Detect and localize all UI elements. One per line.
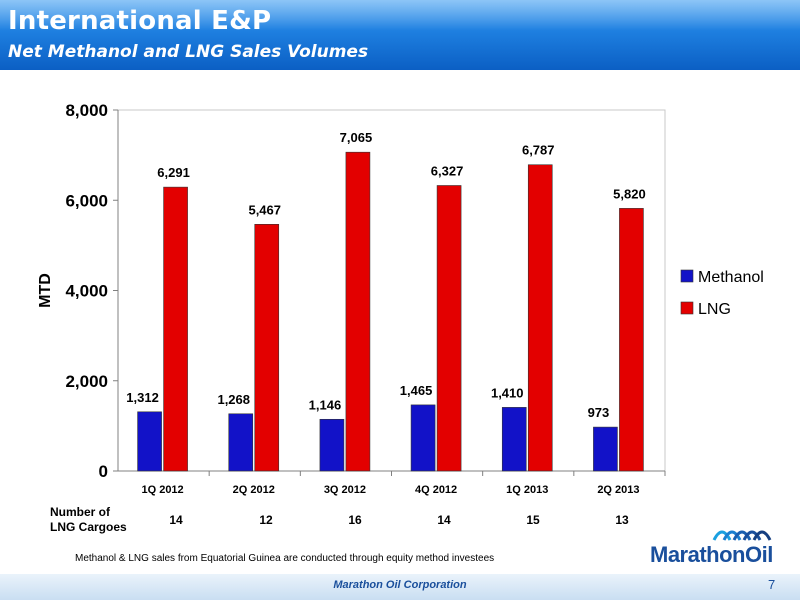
data-label: 1,146: [309, 397, 342, 412]
cargo-count: 16: [348, 513, 362, 527]
data-label: 5,820: [613, 186, 646, 201]
legend-swatch: [680, 301, 694, 315]
data-label: 6,327: [431, 163, 464, 178]
cargo-count: 13: [615, 513, 629, 527]
data-label: 6,291: [157, 165, 190, 180]
marathon-oil-logo: MarathonOil: [650, 522, 790, 572]
data-label: 1,465: [400, 383, 433, 398]
x-tick-label: 3Q 2012: [324, 484, 366, 496]
bar-chart: 0 2,000 4,000 6,000 8,000 MTD 1Q 2012 1,312 6,29…: [37, 101, 764, 496]
cargo-count: 15: [526, 513, 540, 527]
legend-swatch: [680, 269, 694, 283]
lng-bar: [619, 208, 644, 472]
cargo-label-line2: LNG Cargoes: [50, 520, 127, 534]
cargo-count: 14: [437, 513, 451, 527]
legend-label: LNG: [698, 301, 731, 318]
footnote: Methanol & LNG sales from Equatorial Gui…: [75, 553, 495, 564]
x-tick-label: 2Q 2012: [233, 484, 275, 496]
header-shine: [0, 0, 800, 30]
lng-bar: [527, 164, 553, 472]
y-tick-label: 8,000: [65, 101, 108, 120]
data-label: 5,467: [248, 202, 281, 217]
data-label: 6,787: [522, 143, 555, 158]
data-label: 7,065: [340, 130, 373, 145]
methanol-bar: [593, 426, 618, 472]
cargo-row-label: Number of LNG Cargoes: [50, 505, 127, 535]
lng-bar: [345, 151, 371, 472]
methanol-bar: [410, 404, 436, 472]
logo-text: MarathonOil: [650, 542, 773, 567]
lng-bar: [163, 186, 188, 472]
data-label: 1,268: [217, 392, 250, 407]
page-number: 7: [768, 577, 776, 592]
data-label: 1,410: [491, 385, 524, 400]
slide-subtitle: Net Methanol and LNG Sales Volumes: [8, 42, 369, 62]
y-tick-label: 2,000: [65, 372, 108, 391]
logo-wave-icon: [712, 530, 772, 541]
x-tick-label: 2Q 2013: [597, 484, 639, 496]
plot-area: [117, 109, 666, 472]
y-tick-label: 0: [99, 462, 108, 481]
lng-bar: [436, 185, 462, 472]
y-tick-label: 4,000: [65, 282, 108, 301]
methanol-bar: [319, 418, 345, 472]
methanol-bar: [228, 413, 254, 472]
lng-bar: [254, 224, 280, 472]
x-tick-label: 1Q 2012: [141, 484, 183, 496]
cargo-count: 14: [169, 513, 183, 527]
y-axis-label: MTD: [37, 273, 54, 308]
x-tick-label: 4Q 2012: [415, 484, 457, 496]
cargo-count: 12: [259, 513, 273, 527]
x-tick-label: 1Q 2013: [506, 484, 548, 496]
methanol-bar: [501, 407, 527, 472]
footer-company: Marathon Oil Corporation: [333, 579, 467, 591]
slide-title: International E&P: [8, 6, 272, 36]
y-tick-label: 6,000: [65, 191, 108, 210]
methanol-bar: [137, 411, 162, 472]
legend-label: Methanol: [698, 269, 764, 286]
cargo-label-line1: Number of: [50, 505, 110, 519]
footer-bar: [0, 574, 800, 600]
slide-header: International E&P Net Methanol and LNG S…: [0, 0, 800, 70]
data-label: 1,312: [126, 390, 159, 405]
data-label: 973: [588, 405, 610, 420]
